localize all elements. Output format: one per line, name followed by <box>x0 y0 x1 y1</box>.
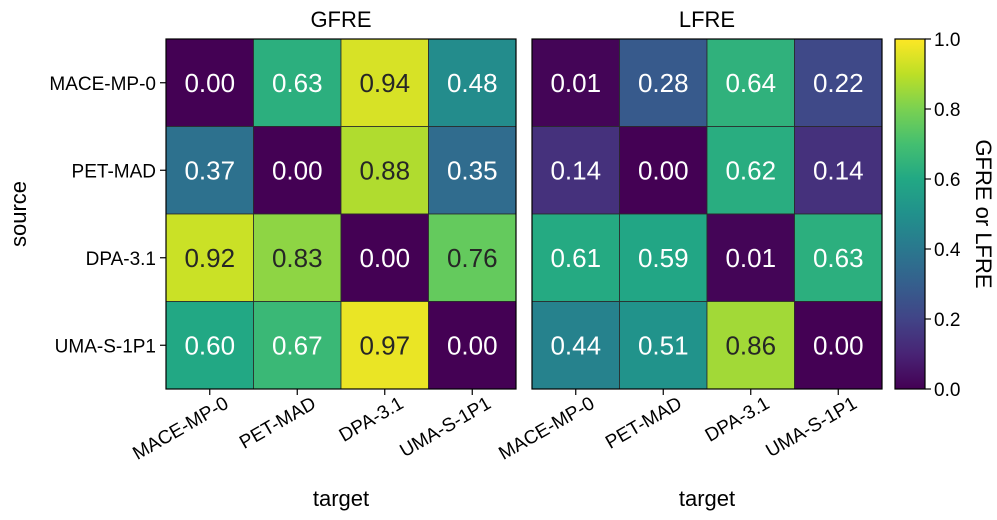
heatmap-cell-lfre <box>531 126 620 215</box>
y-tick-label: PET-MAD <box>72 161 156 182</box>
heatmap-cell-lfre <box>706 126 795 215</box>
cell-value-lfre: 0.44 <box>550 330 601 360</box>
x-tick-label: PET-MAD <box>236 393 320 453</box>
heatmap-cell-gfre <box>428 301 517 390</box>
y-tick-label: UMA-S-1P1 <box>55 336 156 357</box>
cell-value-lfre: 0.14 <box>550 155 601 185</box>
colorbar-tick-label: 0.4 <box>934 240 961 261</box>
heatmap-cell-lfre <box>531 38 620 127</box>
heatmap-cell-gfre <box>340 301 429 390</box>
cell-value-lfre: 0.00 <box>813 330 864 360</box>
heatmap-cell-lfre <box>531 213 620 302</box>
cell-value-gfre: 0.88 <box>359 155 410 185</box>
heatmap-cell-gfre <box>253 213 342 302</box>
heatmap-cell-lfre <box>794 301 883 390</box>
x-axis-label: target <box>313 486 369 511</box>
y-axis-label: source <box>6 181 31 247</box>
cell-value-lfre: 0.51 <box>638 330 689 360</box>
colorbar-label: GFRE or LFRE <box>971 139 996 288</box>
heatmap-cell-lfre <box>531 301 620 390</box>
cell-value-gfre: 0.37 <box>184 155 235 185</box>
cell-value-gfre: 0.48 <box>447 68 498 98</box>
cell-value-lfre: 0.01 <box>725 243 776 273</box>
cell-value-gfre: 0.67 <box>272 330 323 360</box>
x-tick-label: MACE-MP-0 <box>129 393 232 464</box>
heatmap-cell-lfre <box>706 213 795 302</box>
heatmap-cell-gfre <box>253 38 342 127</box>
y-tick-label: DPA-3.1 <box>86 249 156 270</box>
heatmap-cell-gfre <box>253 126 342 215</box>
cell-value-gfre: 0.00 <box>272 155 323 185</box>
colorbar-tick-label: 1.0 <box>934 30 960 51</box>
heatmap-cell-lfre <box>619 126 708 215</box>
heatmap-cell-gfre <box>165 126 254 215</box>
heatmap-cell-lfre <box>619 213 708 302</box>
heatmap-cell-gfre <box>165 38 254 127</box>
heatmap-cell-lfre <box>794 38 883 127</box>
x-tick-label: MACE-MP-0 <box>495 393 598 464</box>
panel-frame-lfre <box>531 38 883 390</box>
x-axis-label: target <box>679 486 735 511</box>
cell-value-lfre: 0.28 <box>638 68 689 98</box>
colorbar-tick-label: 0.6 <box>934 170 960 191</box>
cell-value-gfre: 0.00 <box>184 68 235 98</box>
cell-value-gfre: 0.60 <box>184 330 235 360</box>
cell-value-lfre: 0.22 <box>813 68 864 98</box>
panel-title-gfre: GFRE <box>310 7 371 32</box>
heatmap-cell-gfre <box>428 126 517 215</box>
cell-value-lfre: 0.00 <box>638 155 689 185</box>
x-tick-label: DPA-3.1 <box>336 393 407 446</box>
cell-value-gfre: 0.76 <box>447 243 498 273</box>
cell-value-gfre: 0.92 <box>184 243 235 273</box>
colorbar-tick-label: 0.2 <box>934 310 960 331</box>
panel-frame-gfre <box>165 38 517 390</box>
x-tick-label: UMA-S-1P1 <box>396 393 494 462</box>
heatmap-cell-lfre <box>619 301 708 390</box>
panel-title-lfre: LFRE <box>679 7 735 32</box>
cell-value-lfre: 0.62 <box>725 155 776 185</box>
cell-value-gfre: 0.97 <box>359 330 410 360</box>
x-tick-label: UMA-S-1P1 <box>762 393 860 462</box>
cell-value-gfre: 0.00 <box>359 243 410 273</box>
heatmap-cell-gfre <box>165 301 254 390</box>
x-tick-label: DPA-3.1 <box>702 393 773 446</box>
heatmap-cell-gfre <box>253 301 342 390</box>
heatmap-cell-lfre <box>619 38 708 127</box>
heatmap-cell-lfre <box>794 213 883 302</box>
colorbar-tick-label: 0.0 <box>934 380 960 401</box>
cell-value-gfre: 0.35 <box>447 155 498 185</box>
colorbar <box>894 38 926 390</box>
heatmap-cell-gfre <box>428 213 517 302</box>
heatmap-cell-lfre <box>706 301 795 390</box>
cell-value-lfre: 0.14 <box>813 155 864 185</box>
cell-value-lfre: 0.61 <box>550 243 601 273</box>
heatmap-cell-gfre <box>428 38 517 127</box>
cell-value-lfre: 0.64 <box>725 68 776 98</box>
cell-value-gfre: 0.83 <box>272 243 323 273</box>
heatmap-cell-lfre <box>794 126 883 215</box>
x-tick-label: PET-MAD <box>602 393 686 453</box>
cell-value-gfre: 0.63 <box>272 68 323 98</box>
cell-value-gfre: 0.94 <box>359 68 410 98</box>
cell-value-lfre: 0.01 <box>550 68 601 98</box>
y-tick-label: MACE-MP-0 <box>49 74 156 95</box>
cell-value-lfre: 0.86 <box>725 330 776 360</box>
cell-value-gfre: 0.00 <box>447 330 498 360</box>
cell-value-lfre: 0.59 <box>638 243 689 273</box>
cell-value-lfre: 0.63 <box>813 243 864 273</box>
colorbar-tick-label: 0.8 <box>934 100 960 121</box>
